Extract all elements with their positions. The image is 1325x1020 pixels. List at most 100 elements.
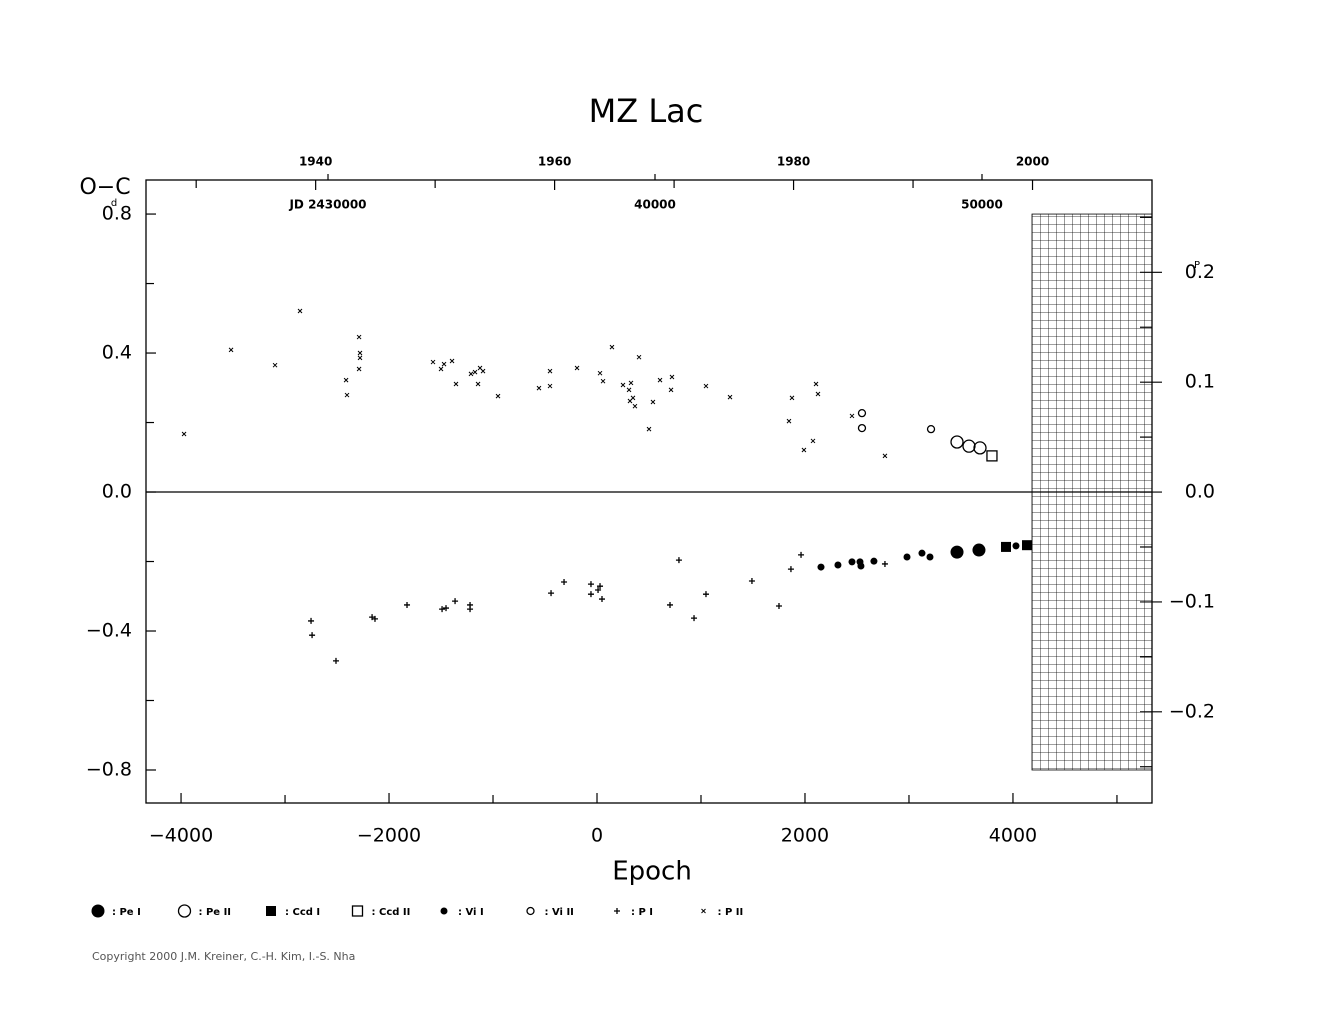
marker-big-ring <box>962 439 976 453</box>
marker-plus <box>561 579 568 586</box>
marker-part <box>440 907 448 915</box>
marker-part <box>727 394 733 400</box>
marker-cross <box>789 395 795 401</box>
y2-tick-label: 0.0 <box>1185 481 1215 503</box>
marker-part <box>308 617 315 624</box>
marker-part <box>536 385 542 391</box>
marker-part <box>973 441 987 455</box>
marker-cross <box>344 392 350 398</box>
marker-square <box>266 906 276 916</box>
marker-cross <box>228 347 234 353</box>
legend-label: : P II <box>718 907 744 918</box>
y-tick-label: −0.4 <box>86 620 132 642</box>
marker-open-square <box>986 450 998 462</box>
y-tick-label: 0.8 <box>102 203 132 225</box>
marker-cross <box>786 418 792 424</box>
marker-ring <box>857 408 867 418</box>
marker-dot <box>1012 542 1020 550</box>
jd-tick-label: 50000 <box>961 198 1003 212</box>
marker-part <box>1000 541 1011 552</box>
marker-cross <box>632 403 638 409</box>
marker-cross <box>430 359 436 365</box>
marker-part <box>472 369 478 375</box>
marker-part <box>926 424 936 434</box>
marker-part <box>449 358 455 364</box>
marker-plus <box>308 617 315 624</box>
marker-part <box>351 905 364 917</box>
y2-tick-label: 0.2 <box>1185 261 1215 283</box>
x-tick-label: −2000 <box>357 825 421 847</box>
marker-plus <box>787 566 794 573</box>
marker-part <box>667 601 674 608</box>
marker-cross <box>703 383 709 389</box>
marker-plus <box>452 598 459 605</box>
marker-cross <box>727 394 733 400</box>
marker-part <box>668 387 674 393</box>
marker-big-disc <box>950 545 964 559</box>
jd-tick-label: JD 2430000 <box>288 198 366 212</box>
marker-part <box>926 553 934 561</box>
marker-plus <box>702 591 709 598</box>
y2-tick-label: 0.1 <box>1185 371 1215 393</box>
marker-part <box>702 591 709 598</box>
marker-part <box>441 361 447 367</box>
chart-title: MZ Lac <box>589 92 704 130</box>
y-tick-label: 0.4 <box>102 342 132 364</box>
marker-cross <box>356 334 362 340</box>
marker-part <box>598 596 605 603</box>
marker-part <box>309 632 316 639</box>
marker-cross <box>495 393 501 399</box>
marker-part <box>452 598 459 605</box>
marker-part <box>849 413 855 419</box>
marker-part <box>468 371 474 377</box>
marker-dot <box>817 563 825 571</box>
marker-cross <box>650 399 656 405</box>
marker-cross <box>668 387 674 393</box>
marker-cross <box>453 381 459 387</box>
marker-cross <box>343 377 349 383</box>
marker-dot <box>870 557 878 565</box>
y2-unit: P <box>1194 260 1200 271</box>
marker-part <box>810 438 816 444</box>
marker-part <box>703 383 709 389</box>
marker-part <box>495 393 501 399</box>
marker-part <box>813 381 819 387</box>
marker-plus <box>881 560 888 567</box>
legend-label: : Vi II <box>545 907 574 918</box>
marker-cross <box>597 370 603 376</box>
marker-part <box>547 383 553 389</box>
marker-part <box>439 606 446 613</box>
marker-cross <box>181 431 187 437</box>
marker-part <box>857 408 867 418</box>
marker-cross <box>600 378 606 384</box>
marker-cross <box>626 387 632 393</box>
x-tick-label: −4000 <box>149 825 213 847</box>
jd-tick-label: 40000 <box>634 198 676 212</box>
x-tick-label: 0 <box>591 825 603 847</box>
marker-part <box>467 606 474 613</box>
marker-cross <box>574 365 580 371</box>
marker-part <box>614 908 620 914</box>
marker-part <box>950 435 964 449</box>
marker-part <box>870 557 878 565</box>
copyright: Copyright 2000 J.M. Kreiner, C.-H. Kim, … <box>92 950 355 963</box>
y2-tick-label: −0.2 <box>1169 700 1215 722</box>
legend-label: : Ccd I <box>285 907 320 918</box>
marker-plus <box>332 657 339 664</box>
marker-part <box>91 904 105 918</box>
marker-part <box>343 377 349 383</box>
marker-plus <box>798 551 805 558</box>
marker-plus <box>675 557 682 564</box>
marker-cross <box>438 366 444 372</box>
marker-part <box>356 366 362 372</box>
marker-ring <box>926 424 936 434</box>
marker-cross <box>441 361 447 367</box>
marker-part <box>918 549 926 557</box>
marker-cross <box>815 391 821 397</box>
marker-part <box>775 602 782 609</box>
marker-plus <box>439 606 446 613</box>
marker-part <box>628 380 634 386</box>
marker-part <box>701 908 706 914</box>
marker-ring <box>857 423 867 433</box>
marker-plus <box>598 596 605 603</box>
